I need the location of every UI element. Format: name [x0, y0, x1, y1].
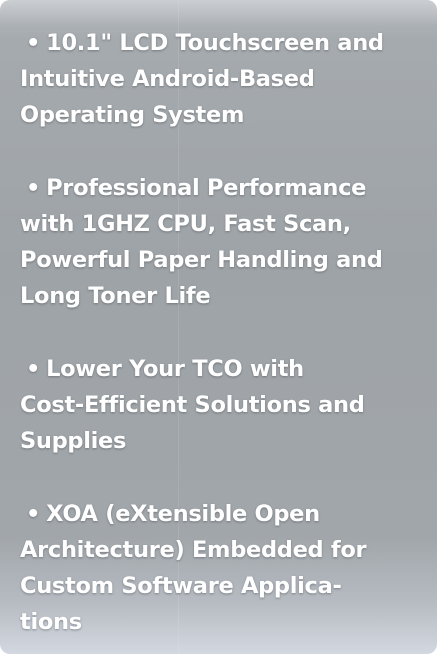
bullet-icon: • — [26, 501, 41, 527]
feature-item-performance: • Professional Performance with 1GHZ CPU,… — [20, 170, 422, 314]
feature-text: 10.1" LCD Touchscreen and Intuitive Andr… — [20, 30, 384, 128]
bullet-icon: • — [26, 356, 41, 382]
feature-text: Lower Your TCO with Cost-Efficient Solut… — [20, 356, 365, 454]
bullet-icon: • — [26, 30, 41, 56]
bullet-icon: • — [26, 175, 41, 201]
feature-item-tco: • Lower Your TCO with Cost-Efficient Solu… — [20, 351, 422, 459]
feature-text: XOA (eXtensible Open Architecture) Embed… — [20, 501, 367, 635]
feature-list: • 10.1" LCD Touchscreen and Intuitive And… — [20, 25, 422, 654]
feature-text: Professional Performance with 1GHZ CPU, … — [20, 175, 383, 309]
feature-item-xoa: • XOA (eXtensible Open Architecture) Embe… — [20, 496, 422, 640]
feature-item-touchscreen: • 10.1" LCD Touchscreen and Intuitive And… — [20, 25, 422, 133]
panel-divider — [178, 0, 179, 654]
